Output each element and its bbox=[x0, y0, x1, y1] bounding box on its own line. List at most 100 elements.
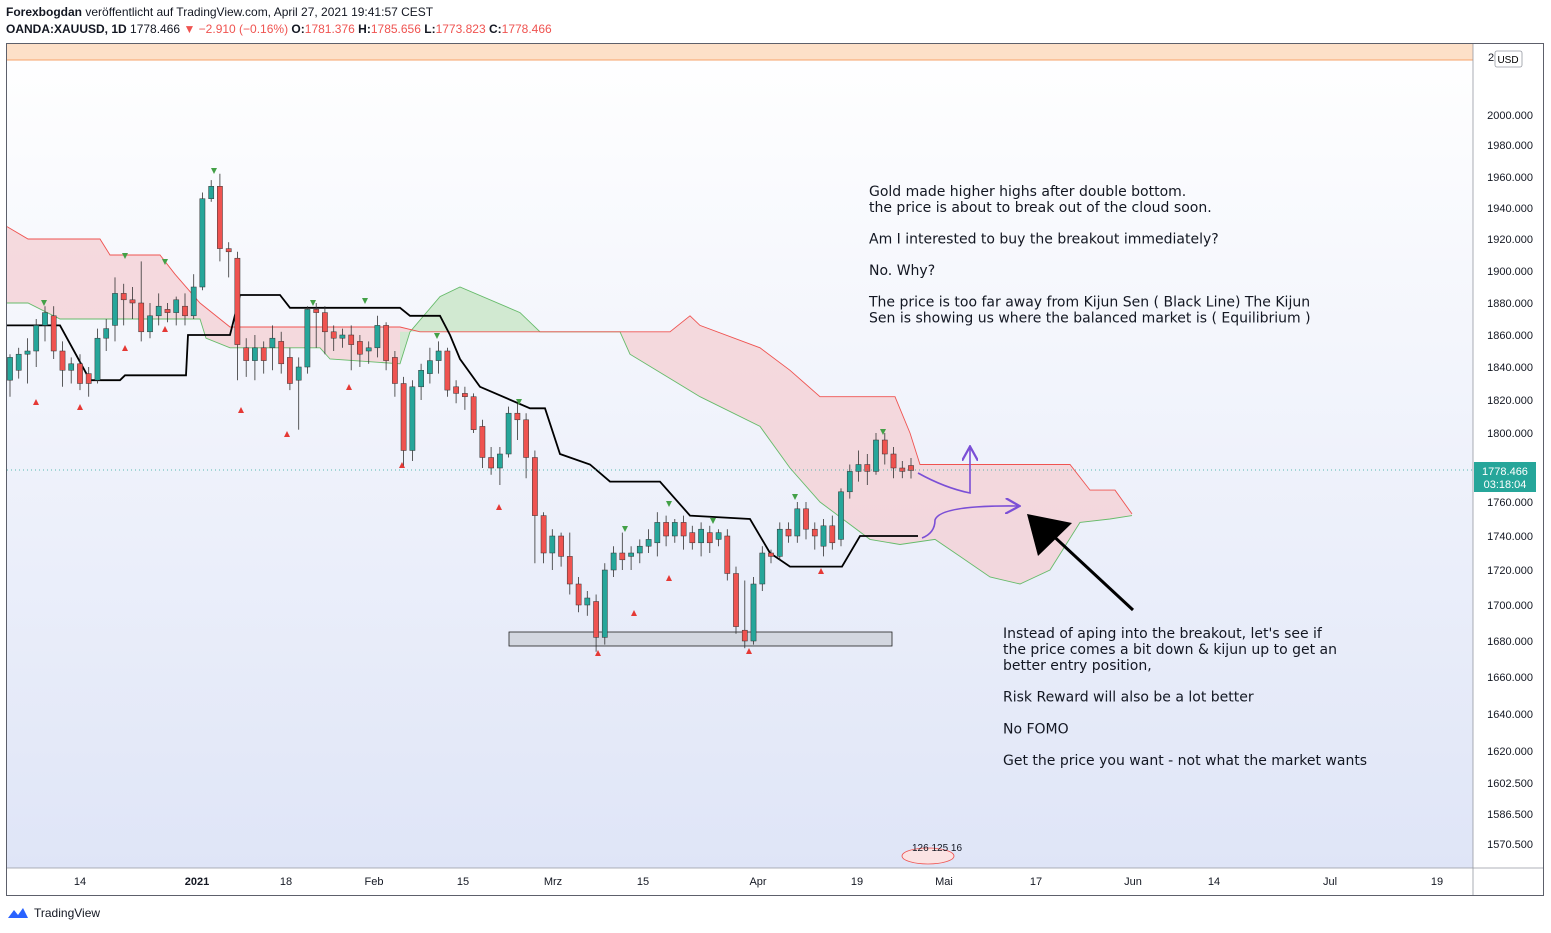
publisher-name[interactable]: Forexbogdan bbox=[6, 5, 83, 19]
candle[interactable] bbox=[68, 357, 75, 384]
candle[interactable] bbox=[532, 450, 538, 564]
scenario-arrow-pullback[interactable] bbox=[921, 506, 1018, 539]
candle[interactable] bbox=[855, 450, 862, 482]
black-pointer-arrow-shaft[interactable] bbox=[1046, 529, 1135, 612]
candle[interactable] bbox=[112, 277, 118, 342]
candle[interactable] bbox=[42, 306, 48, 342]
candle[interactable] bbox=[164, 303, 171, 323]
candle[interactable] bbox=[435, 341, 442, 374]
candle[interactable] bbox=[680, 515, 687, 550]
candle[interactable] bbox=[383, 322, 389, 371]
candle[interactable] bbox=[409, 380, 416, 461]
support-zone-rectangle[interactable] bbox=[508, 631, 893, 647]
candle[interactable] bbox=[85, 367, 92, 397]
candle[interactable] bbox=[733, 566, 739, 634]
candle[interactable] bbox=[208, 180, 215, 202]
candle[interactable] bbox=[549, 529, 556, 570]
candle[interactable] bbox=[794, 502, 801, 543]
candle[interactable] bbox=[147, 303, 153, 339]
candle[interactable] bbox=[706, 525, 713, 553]
candle[interactable] bbox=[645, 529, 652, 553]
candle[interactable] bbox=[811, 522, 818, 550]
events-badge[interactable]: 126 125 16 bbox=[901, 843, 962, 865]
candle[interactable] bbox=[470, 393, 477, 433]
candle[interactable] bbox=[243, 338, 250, 377]
candle[interactable] bbox=[138, 261, 145, 342]
scenario-arrow-up[interactable] bbox=[917, 448, 970, 494]
candle[interactable] bbox=[304, 306, 311, 374]
candle[interactable] bbox=[741, 580, 748, 649]
annotation-top-block[interactable]: Gold made higher highs after double bott… bbox=[868, 184, 1311, 326]
candle[interactable] bbox=[199, 192, 206, 291]
candle[interactable] bbox=[295, 357, 302, 430]
candle[interactable] bbox=[234, 251, 241, 381]
candle[interactable] bbox=[7, 354, 13, 397]
candle[interactable] bbox=[654, 512, 661, 557]
time-axis[interactable]: 14 2021 18 Feb 15 Mrz 15 Apr 19 Mai 17 Jun 14 Jul 19 bbox=[74, 876, 1443, 888]
candle[interactable] bbox=[339, 328, 346, 348]
candle[interactable] bbox=[129, 287, 136, 319]
candle[interactable] bbox=[785, 522, 792, 543]
candle[interactable] bbox=[610, 546, 617, 577]
candle[interactable] bbox=[846, 464, 853, 499]
candle[interactable] bbox=[566, 532, 573, 595]
candle[interactable] bbox=[558, 532, 564, 567]
candle[interactable] bbox=[715, 529, 722, 547]
candle[interactable] bbox=[575, 577, 582, 613]
candle[interactable] bbox=[59, 341, 66, 387]
currency-label[interactable]: USD bbox=[1494, 50, 1523, 68]
candle[interactable] bbox=[400, 376, 407, 468]
candle[interactable] bbox=[514, 403, 521, 440]
candle[interactable] bbox=[155, 293, 162, 326]
candle[interactable] bbox=[829, 515, 836, 550]
candle[interactable] bbox=[453, 380, 459, 404]
candle[interactable] bbox=[628, 546, 634, 570]
candle[interactable] bbox=[427, 347, 433, 384]
candle[interactable] bbox=[584, 591, 591, 616]
candle[interactable] bbox=[908, 458, 914, 479]
candle[interactable] bbox=[689, 525, 696, 550]
candle[interactable] bbox=[357, 335, 363, 367]
candle[interactable] bbox=[392, 351, 398, 397]
candle[interactable] bbox=[776, 522, 783, 560]
candle[interactable] bbox=[619, 532, 626, 570]
candle[interactable] bbox=[820, 519, 827, 557]
candle[interactable] bbox=[278, 331, 285, 374]
candle[interactable] bbox=[313, 303, 320, 348]
candle[interactable] bbox=[890, 447, 897, 479]
candle[interactable] bbox=[593, 594, 599, 652]
candle[interactable] bbox=[33, 319, 40, 367]
candle[interactable] bbox=[881, 433, 888, 465]
candle[interactable] bbox=[724, 529, 731, 581]
candle[interactable] bbox=[182, 293, 188, 326]
candle[interactable] bbox=[698, 522, 704, 557]
candle[interactable] bbox=[374, 315, 381, 358]
candle[interactable] bbox=[444, 347, 451, 397]
candle[interactable] bbox=[15, 347, 22, 379]
candle[interactable] bbox=[418, 363, 424, 400]
annotation-bottom-block[interactable]: Instead of aping into the breakout, let'… bbox=[1003, 626, 1367, 769]
candle[interactable] bbox=[225, 242, 232, 278]
candle[interactable] bbox=[803, 502, 809, 540]
candle[interactable] bbox=[287, 347, 293, 391]
candle[interactable] bbox=[864, 454, 871, 485]
candle[interactable] bbox=[260, 341, 267, 374]
price-axis[interactable]: 2000.000 1980.000 1960.000 1940.000 1920.000… bbox=[1487, 52, 1533, 851]
candle[interactable] bbox=[873, 433, 879, 475]
symbol-label[interactable]: OANDA:XAUUSD, 1D bbox=[6, 22, 127, 36]
candle[interactable] bbox=[50, 306, 57, 359]
candle[interactable] bbox=[77, 354, 83, 391]
candle[interactable] bbox=[173, 296, 180, 326]
candle[interactable] bbox=[462, 386, 468, 410]
candle[interactable] bbox=[269, 325, 276, 371]
candle[interactable] bbox=[322, 306, 328, 355]
candle[interactable] bbox=[348, 325, 355, 371]
candle[interactable] bbox=[120, 283, 127, 326]
candle[interactable] bbox=[601, 563, 608, 645]
candle[interactable] bbox=[768, 549, 774, 564]
candle[interactable] bbox=[540, 512, 547, 564]
candle[interactable] bbox=[24, 338, 31, 384]
footer-brand[interactable]: TradingView bbox=[34, 906, 101, 920]
candle[interactable] bbox=[838, 488, 844, 547]
